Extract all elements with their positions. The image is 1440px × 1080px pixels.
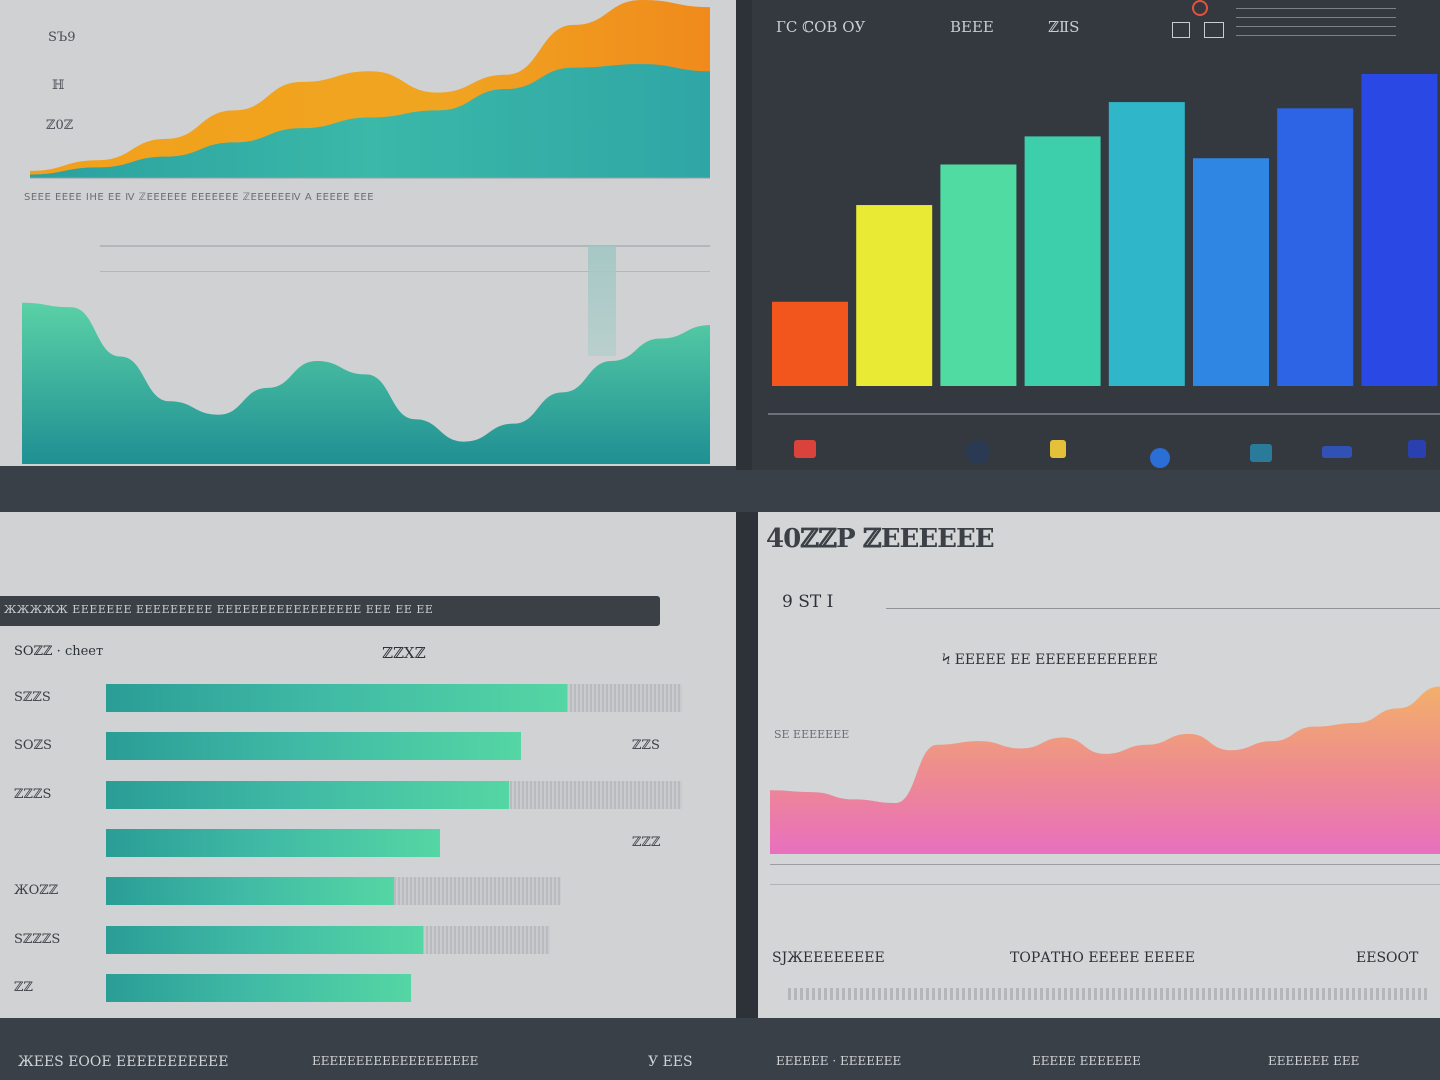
hbar-header-text: ЖЖЖЖЖ ЕЕЕЕЕЕЕ ЕЕЕЕЕЕЕЕЕ ЕЕЕЕЕЕЕЕЕЕЕЕЕЕЕЕ… <box>4 603 434 616</box>
hbar-label-6: ЅℤℤℤЅ <box>14 931 61 947</box>
hbar-label-2: ЅОℤЅ <box>14 738 52 754</box>
hbar-fill-3[interactable] <box>106 780 510 809</box>
area-label-3: ℤ0ℤ <box>46 118 74 133</box>
baseline-rule-1 <box>770 864 1440 865</box>
panel-horizontal-bars: ЖЖЖЖЖ ЕЕЕЕЕЕЕ ЕЕЕЕЕЕЕЕЕ ЕЕЕЕЕЕЕЕЕЕЕЕЕЕЕЕ… <box>0 512 736 1018</box>
footer-item-5[interactable]: ЕЕЕЕЕ ЕЕЕЕЕЕЕ <box>1032 1054 1141 1068</box>
footer-item-3[interactable]: У ЕЕЅ <box>648 1054 693 1070</box>
chart-caption: Ϟ ЕЕЕЕЕ ЕЕ ЕЕЕЕЕЕЕЕЕЕЕЕ <box>942 652 1158 668</box>
hbar-fill-7[interactable] <box>106 973 412 1002</box>
bar-header-1: ГС ℂОВ ОУ <box>776 18 866 36</box>
range-slider-track[interactable] <box>100 245 710 272</box>
panel-title: 40ℤℤР ℤЕЕЕЕЕЕ <box>766 524 995 554</box>
footer-item-1[interactable]: ЖЕЕЅ ЕООЕ ЕЕЕЕЕЕЕЕЕЕЕ <box>18 1054 229 1070</box>
bar-3[interactable] <box>940 164 1017 386</box>
panel-subtitle: 9 ЅТ І <box>782 592 834 612</box>
range-slider-handle[interactable] <box>588 246 616 356</box>
toolbar-icon-window[interactable] <box>1204 22 1224 38</box>
vertical-divider-top <box>736 0 752 470</box>
hbar-label-7: ℤℤ <box>14 979 33 995</box>
vertical-bar-chart <box>768 74 1440 415</box>
baseline-rule-2 <box>770 884 1440 885</box>
bar-4[interactable] <box>1024 136 1101 386</box>
footer-item-6[interactable]: ЕЕЕЕЕЕЕ ЕЕЕ <box>1268 1054 1360 1068</box>
area-chart-bottom <box>22 302 710 464</box>
legend-icon-darkblue[interactable] <box>1408 440 1426 458</box>
panel-bar-chart: ГС ℂОВ ОУ ВЕЕЕ ℤⅡЅ <box>752 0 1440 470</box>
legend-icon-yellow[interactable] <box>1050 440 1066 458</box>
area-series-mountain <box>22 302 710 464</box>
area-chart-top <box>30 0 710 179</box>
legend-icon-red[interactable] <box>794 440 816 458</box>
bar-8[interactable] <box>1361 74 1438 386</box>
vertical-divider-bottom <box>736 512 758 1018</box>
panel-gradient-area: 40ℤℤР ℤЕЕЕЕЕЕ 9 ЅТ І Ϟ ЕЕЕЕЕ ЕЕ ЕЕЕЕЕЕЕЕ… <box>758 512 1440 1018</box>
area-series-gradient <box>770 686 1440 854</box>
hbar-label-3: ℤℤℤЅ <box>14 786 52 802</box>
hbar-header-bar: ЖЖЖЖЖ ЕЕЕЕЕЕЕ ЕЕЕЕЕЕЕЕЕ ЕЕЕЕЕЕЕЕЕЕЕЕЕЕЕЕ… <box>0 596 660 626</box>
subtitle-rule <box>886 608 1440 609</box>
toolbar-icon-grid[interactable] <box>1172 22 1190 38</box>
area-label-2: ℍ <box>52 78 65 93</box>
footer-fineprint <box>788 988 1428 1000</box>
hbar-value-4: ℤℤℤ <box>632 834 661 850</box>
hbar-fill-4[interactable] <box>106 828 441 857</box>
area-series-2 <box>30 64 710 178</box>
hbar-fill-2[interactable] <box>106 732 521 761</box>
hbar-subtitle-center: ℤℤХℤ <box>382 644 426 662</box>
hbar-label-5: ЖОℤℤ <box>14 883 59 899</box>
bar-6[interactable] <box>1193 158 1269 386</box>
footer-col-2: ТОРАТНО ЕЕЕЕЕ ЕЕЕЕЕ <box>1010 950 1195 966</box>
footer-item-4[interactable]: ЕЕЕЕЕЕ · ЕЕЕЕЕЕЕ <box>776 1054 902 1068</box>
footer-item-2[interactable]: ЕЕЕЕЕЕЕЕЕЕЕЕЕЕЕЕЕЕЕ <box>312 1054 479 1068</box>
bar-5[interactable] <box>1108 102 1185 386</box>
area-label-1: ЅЪ9 <box>48 30 76 45</box>
panel-area-charts: ЅЪ9 ℍ ℤ0ℤ ЅЕЕЕ ЕЕЕЕ ІНЕ ЕЕ Ⅳ ℤЕЕЕЕЕЕ ЕЕЕ… <box>0 0 736 466</box>
legend-icon-blue[interactable] <box>1322 446 1352 458</box>
footer-col-3: ЕЕЅООТ <box>1356 950 1419 966</box>
bar-header-3: ℤⅡЅ <box>1048 18 1080 36</box>
toolbar-menu-text[interactable] <box>1236 4 1396 36</box>
bar-1[interactable] <box>772 301 848 386</box>
hbar-label-1: ЅℤℤЅ <box>14 690 51 705</box>
gradient-area-chart <box>770 686 1440 854</box>
legend-icon-circle[interactable] <box>1150 448 1170 468</box>
bar-2[interactable] <box>856 205 933 386</box>
hbar-fill-1[interactable] <box>106 684 567 712</box>
side-label: ЅЕ ЕЕЕЕЕЕЕ <box>774 728 850 741</box>
toolbar-icon-record[interactable] <box>1192 0 1208 16</box>
bar-7[interactable] <box>1277 108 1354 386</box>
hbar-value-2: ℤℤЅ <box>632 738 660 754</box>
hbar-fill-6[interactable] <box>106 925 423 954</box>
area-caption: ЅЕЕЕ ЕЕЕЕ ІНЕ ЕЕ Ⅳ ℤЕЕЕЕЕЕ ЕЕЕЕЕЕЕ ℤЕЕЕЕ… <box>24 192 375 203</box>
hbar-subtitle-left: ЅОℤℤ · сһеет <box>14 644 104 659</box>
hbar-fill-5[interactable] <box>106 877 394 906</box>
bar-header-2: ВЕЕЕ <box>950 18 994 36</box>
footer-col-1: ЅЈЖЕЕЕЕЕЕЕЕ <box>772 950 885 966</box>
legend-icon-globe[interactable] <box>966 440 990 464</box>
legend-icon-teal[interactable] <box>1250 444 1272 462</box>
